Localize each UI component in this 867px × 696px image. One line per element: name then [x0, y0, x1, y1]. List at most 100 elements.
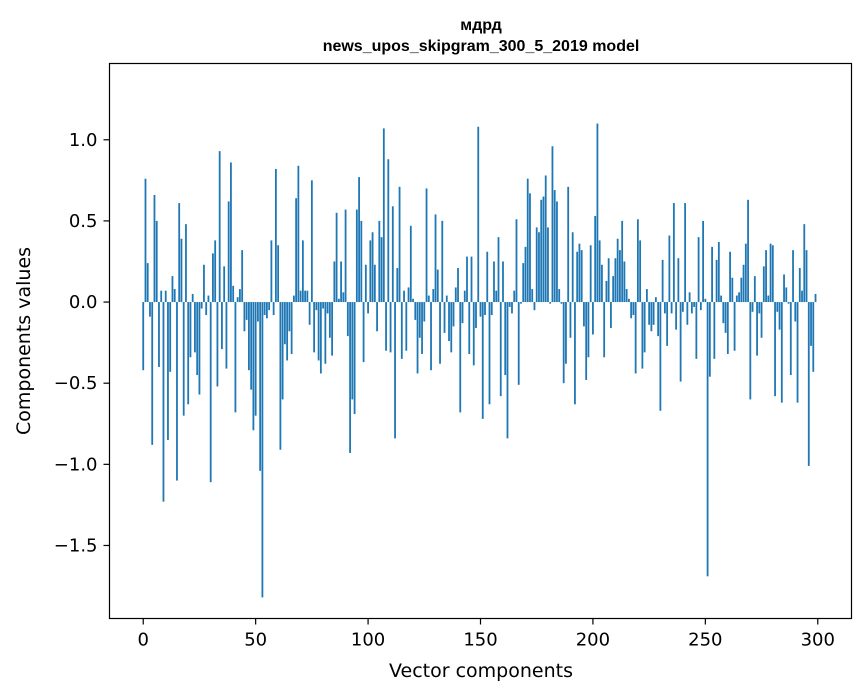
bar [632, 302, 635, 316]
bar [695, 302, 698, 359]
bar [313, 302, 316, 353]
bar [605, 280, 608, 303]
bar [672, 203, 675, 303]
bar [407, 287, 410, 303]
bar [180, 238, 183, 303]
bar [562, 302, 565, 384]
bar [499, 302, 502, 397]
bar [549, 302, 552, 304]
bar [495, 290, 498, 303]
bar [684, 203, 687, 303]
bar [290, 302, 293, 354]
bar [690, 302, 693, 314]
plot-area-frame [108, 62, 853, 620]
bar [767, 295, 770, 303]
bar [792, 250, 794, 303]
y-tick-label: −1.0 [54, 454, 98, 475]
bar [151, 302, 154, 445]
bar [432, 289, 435, 303]
bar [765, 250, 767, 303]
bar [479, 302, 482, 317]
bar [164, 290, 167, 303]
bar [783, 274, 785, 303]
bar [574, 302, 576, 405]
bar [472, 302, 475, 366]
bar [639, 240, 642, 303]
bar [171, 276, 174, 303]
bar [486, 251, 489, 303]
bar [535, 227, 538, 303]
bar [520, 302, 522, 304]
bar [502, 261, 504, 303]
bar [724, 302, 727, 333]
bar-series [142, 123, 817, 598]
bar [304, 290, 307, 303]
bar [778, 302, 781, 330]
bar [522, 263, 525, 303]
bar [317, 302, 320, 361]
bar [218, 151, 221, 303]
bar [396, 267, 399, 303]
bar [533, 302, 536, 311]
bar [257, 302, 259, 322]
bar [526, 178, 529, 303]
bar [540, 199, 543, 303]
bar [738, 292, 740, 303]
bar [580, 250, 583, 303]
bar [594, 216, 597, 303]
bar [436, 269, 439, 303]
bar [450, 302, 453, 353]
bar [216, 302, 219, 387]
bar [803, 224, 806, 303]
bar [529, 193, 531, 303]
bar [326, 302, 329, 314]
bar [203, 264, 205, 303]
bar [601, 264, 603, 303]
x-tick-label: 0 [138, 630, 149, 651]
bar [315, 302, 318, 311]
y-tick-label: −1.5 [54, 535, 98, 556]
bar [205, 302, 208, 316]
y-tick-label: 0.0 [69, 292, 98, 313]
x-axis-ticks: 0 50 100 150 200 250 300 [138, 618, 835, 651]
bar [367, 302, 369, 314]
bar [209, 302, 212, 483]
bar [668, 235, 671, 303]
bar [493, 261, 495, 303]
bar [241, 250, 244, 303]
bar [333, 261, 336, 303]
bar [187, 302, 190, 405]
bar [324, 302, 327, 364]
bar [515, 219, 518, 303]
bar [558, 289, 561, 303]
bar [362, 302, 365, 363]
bar [720, 295, 722, 303]
bar [747, 199, 749, 303]
bar [331, 302, 333, 356]
bar [430, 302, 432, 371]
bar [508, 302, 511, 307]
bar [272, 302, 275, 316]
y-tick-label: −0.5 [54, 373, 98, 394]
bar [598, 240, 601, 303]
bar [189, 302, 192, 358]
bar [592, 302, 594, 335]
bar [735, 295, 738, 303]
x-tick-label: 100 [351, 630, 385, 651]
bar [263, 302, 266, 316]
bar [663, 302, 666, 314]
bar [234, 302, 237, 413]
bar [506, 302, 509, 439]
bar [344, 209, 347, 303]
bar [466, 256, 468, 303]
bar [753, 276, 756, 303]
bar [553, 190, 556, 303]
bar [389, 302, 392, 353]
bar [319, 302, 322, 374]
bar [355, 209, 358, 303]
bar [299, 290, 302, 303]
bar [173, 289, 176, 303]
bar [612, 276, 615, 303]
